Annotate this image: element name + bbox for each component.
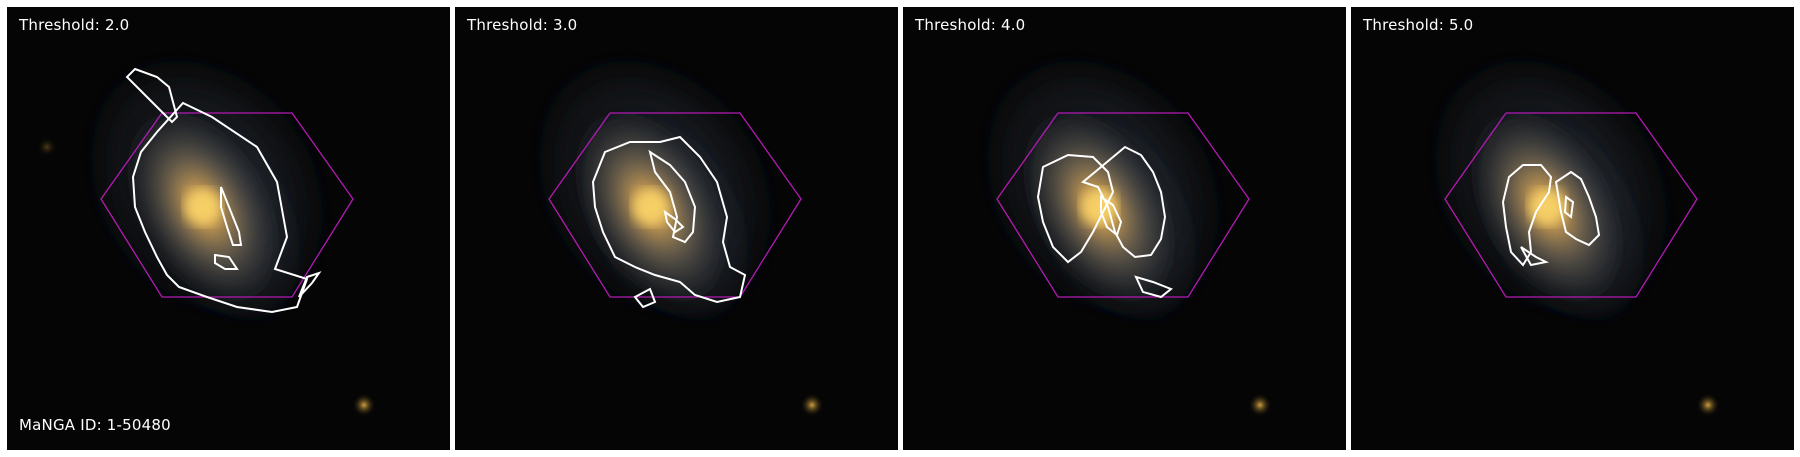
ifu-hexagon <box>996 112 1250 298</box>
contour-lines <box>591 135 747 309</box>
galaxy-image <box>455 7 898 450</box>
galaxy-image <box>903 7 1346 450</box>
panel-label: Threshold: 5.0 <box>1363 16 1474 34</box>
galaxy-image <box>7 7 450 450</box>
contour-lines <box>1501 164 1601 267</box>
galaxy-image <box>1351 7 1794 450</box>
image-panel-threshold-5: Threshold: 5.0 <box>1351 7 1794 450</box>
panel-label: Threshold: 3.0 <box>467 16 578 34</box>
image-panel-threshold-3: Threshold: 3.0 <box>455 7 898 450</box>
contour-lines <box>125 67 322 314</box>
panel-label: Threshold: 4.0 <box>915 16 1026 34</box>
image-panel-threshold-4: Threshold: 4.0 <box>903 7 1346 450</box>
galaxy-id-label: MaNGA ID: 1-50480 <box>19 416 171 434</box>
ifu-hexagon <box>1444 112 1698 298</box>
image-panel-threshold-2: Threshold: 2.0 MaNGA ID: 1-50480 <box>7 7 450 450</box>
ifu-hexagon <box>548 112 802 298</box>
contour-lines <box>1036 145 1173 299</box>
panel-label: Threshold: 2.0 <box>19 16 130 34</box>
